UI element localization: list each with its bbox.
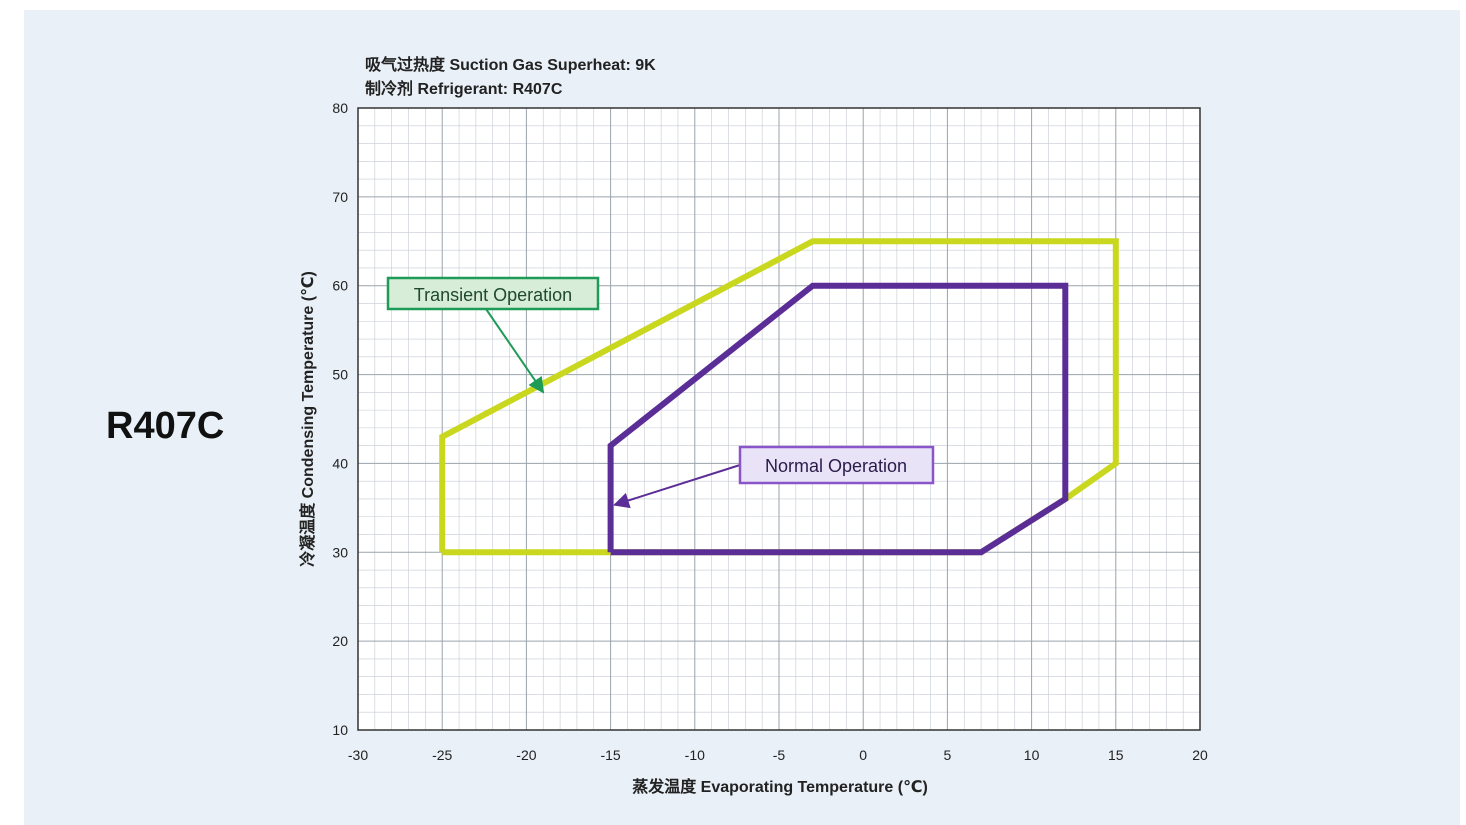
y-tick-label: 20 bbox=[332, 633, 348, 649]
transient-label: Transient Operation bbox=[414, 285, 572, 305]
x-tick-label: 10 bbox=[1024, 747, 1040, 763]
header-refrigerant: 制冷剂 Refrigerant: R407C bbox=[365, 79, 563, 98]
y-axis-ticks: 10 20 30 40 50 60 70 80 bbox=[332, 100, 348, 738]
y-tick-label: 30 bbox=[332, 544, 348, 560]
normal-label-box bbox=[738, 445, 935, 485]
y-tick-label: 60 bbox=[332, 278, 348, 294]
x-tick-label: 5 bbox=[944, 747, 952, 763]
x-tick-label: 0 bbox=[859, 747, 867, 763]
x-axis-label: 蒸发温度 Evaporating Temperature (℃) bbox=[632, 777, 928, 796]
y-tick-label: 50 bbox=[332, 367, 348, 383]
series-normal-envelope bbox=[607, 282, 1069, 556]
y-axis-label: 冷凝温度 Condensing Temperature (℃) bbox=[298, 271, 317, 567]
x-tick-label: -10 bbox=[685, 747, 705, 763]
x-tick-label: -25 bbox=[432, 747, 452, 763]
y-tick-label: 40 bbox=[332, 455, 348, 471]
x-tick-label: -15 bbox=[600, 747, 620, 763]
refrigerant-title: R407C bbox=[106, 405, 225, 447]
header-superheat: 吸气过热度 Suction Gas Superheat: 9K bbox=[365, 55, 656, 74]
x-tick-label: 20 bbox=[1192, 747, 1208, 763]
transient-arrow bbox=[485, 308, 545, 394]
x-tick-label: 15 bbox=[1108, 747, 1124, 763]
y-tick-label: 70 bbox=[332, 189, 348, 205]
normal-arrow bbox=[613, 464, 741, 509]
y-tick-label: 80 bbox=[332, 100, 348, 116]
x-tick-label: -5 bbox=[773, 747, 786, 763]
plot-frame bbox=[357, 107, 1201, 731]
transient-label-box bbox=[386, 276, 600, 311]
x-axis-ticks: -30 -25 -20 -15 -10 -5 0 5 10 15 20 bbox=[348, 747, 1208, 763]
x-tick-label: -20 bbox=[516, 747, 536, 763]
x-tick-label: -30 bbox=[348, 747, 368, 763]
normal-label: Normal Operation bbox=[765, 456, 907, 476]
y-tick-label: 10 bbox=[332, 722, 348, 738]
